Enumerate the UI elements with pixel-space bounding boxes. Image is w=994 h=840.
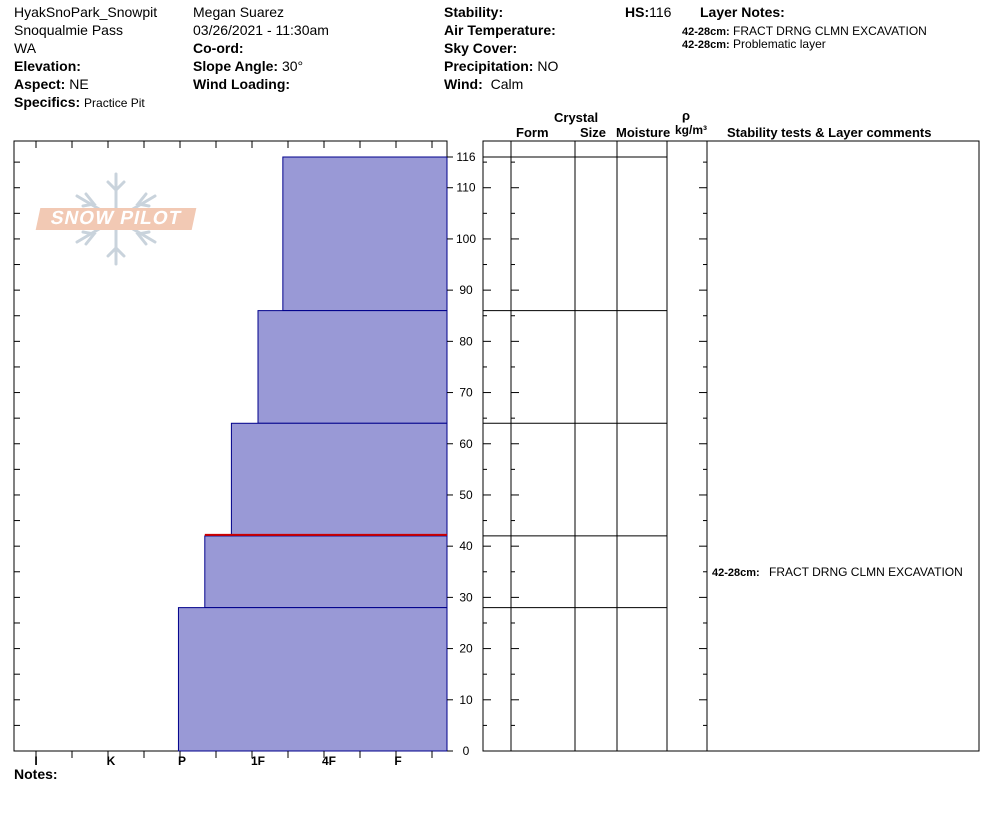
aspect-value: NE (69, 76, 89, 92)
depth-label-0: 0 (463, 744, 470, 758)
elevation: Elevation: (14, 58, 81, 74)
hardness-label-1f: 1F (251, 754, 265, 768)
snow-profile-chart: I K P 1F 4F F 0 10 20 30 40 50 60 70 80 90 100 110 116 42-2… (13, 140, 980, 768)
specifics: Specifics: Practice Pit (14, 94, 145, 110)
layer-bar-4 (204, 535, 448, 609)
hardness-label-k: K (107, 754, 116, 768)
stability-label: Stability: (444, 4, 504, 20)
datetime: 03/26/2021 - 11:30am (193, 22, 329, 38)
col-comments: Stability tests & Layer comments (727, 125, 932, 140)
col-moisture: Moisture (616, 125, 671, 140)
depth-label-90: 90 (459, 283, 473, 297)
hs-value: 116 (649, 4, 672, 20)
depth-label-40: 40 (459, 539, 473, 553)
precip-label: Precipitation: (444, 58, 534, 74)
coord-label: Co-ord: (193, 40, 244, 56)
col-density-unit: kg/m³ (675, 123, 708, 137)
col-rho: ρ (682, 108, 691, 123)
depth-label-80: 80 (459, 334, 473, 348)
col-form: Form (516, 125, 549, 140)
stability: Stability: (444, 4, 503, 20)
hs-label: HS: (625, 4, 650, 20)
layer-notes-title: Layer Notes: (700, 4, 785, 20)
depth-label-116: 116 (456, 150, 475, 164)
hardness-label-f: F (394, 754, 401, 768)
aspect: Aspect: NE (14, 76, 89, 92)
depth-label-30: 30 (459, 590, 473, 604)
depth-label-50: 50 (459, 488, 473, 502)
stability-comment-range: 42-28cm: (712, 567, 760, 579)
layer-bar-5 (177, 607, 448, 752)
precip-value: NO (537, 58, 559, 74)
specifics-value: Practice Pit (84, 96, 145, 110)
layer-note-1: 42-28cm: FRACT DRNG CLMN EXCAVATION (682, 24, 927, 38)
specifics-label: Specifics: (14, 94, 81, 110)
depth-label-110: 110 (456, 181, 475, 195)
stability-comment-text: FRACT DRNG CLMN EXCAVATION (769, 565, 963, 579)
layer-note-2: 42-28cm: Problematic layer (682, 37, 826, 51)
depth-label-70: 70 (459, 386, 473, 400)
layer-note-2-text: Problematic layer (733, 37, 826, 51)
location: Snoqualmie Pass (14, 22, 123, 38)
slope-value: 30° (281, 58, 304, 74)
depth-label-10: 10 (459, 693, 473, 707)
col-crystal: Crystal (554, 110, 599, 125)
snowpilot-logo: SNOW PILOT (35, 170, 197, 268)
wind: Wind: Calm (444, 76, 523, 92)
observer: Megan Suarez (193, 4, 285, 20)
air-temp-label: Air Temperature: (444, 22, 556, 38)
state: WA (14, 40, 37, 56)
hardness-label-i: I (34, 754, 37, 768)
sky-cover: Sky Cover: (444, 40, 517, 56)
wind-loading: Wind Loading: (193, 76, 290, 92)
wind-value: Calm (490, 76, 524, 92)
precipitation: Precipitation: NO (444, 58, 558, 74)
coord: Co-ord: (193, 40, 244, 56)
hardness-label-4f: 4F (322, 754, 336, 768)
layer-note-1-range: 42-28cm: (682, 26, 730, 38)
hardness-label-p: P (178, 754, 186, 768)
depth-label-60: 60 (459, 437, 473, 451)
layer-bar-2 (257, 310, 448, 424)
depth-label-100: 100 (456, 232, 476, 246)
elevation-label: Elevation: (14, 58, 81, 74)
hs: HS:116 (625, 4, 671, 20)
layer-bar-1 (282, 156, 448, 312)
notes-label: Notes: (14, 766, 58, 782)
wind-label: Wind: (444, 76, 483, 92)
wind-loading-label: Wind Loading: (193, 76, 291, 92)
sky-label: Sky Cover: (444, 40, 518, 56)
col-size: Size (580, 125, 607, 140)
pit-name: HyakSnoPark_Snowpit (14, 4, 158, 20)
air-temperature: Air Temperature: (444, 22, 556, 38)
layer-bar-3 (230, 422, 448, 537)
aspect-label: Aspect: (14, 76, 66, 92)
table-frame (482, 140, 980, 752)
slope-label: Slope Angle: (193, 58, 279, 74)
layer-note-2-range: 42-28cm: (682, 39, 730, 51)
layer-note-1-text: FRACT DRNG CLMN EXCAVATION (733, 24, 927, 38)
depth-label-20: 20 (459, 642, 473, 656)
slope-angle: Slope Angle: 30° (193, 58, 303, 74)
